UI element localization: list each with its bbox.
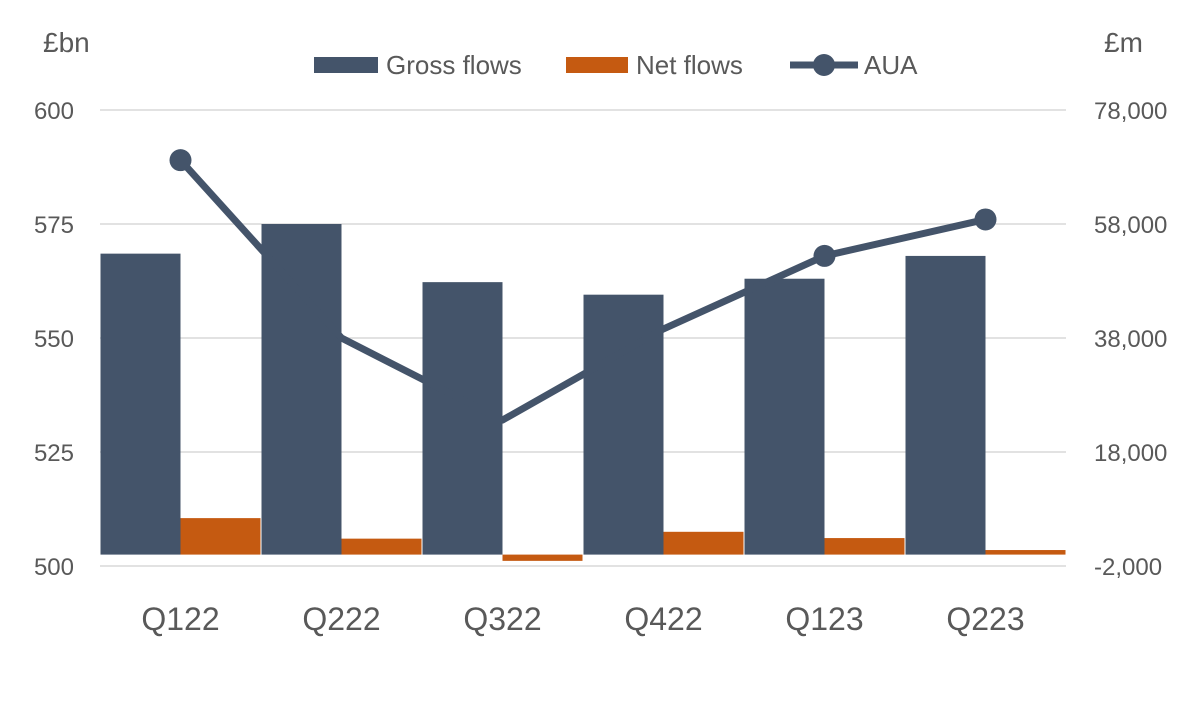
x-axis-category-label: Q122 (141, 601, 219, 637)
gross-flows-bar (261, 224, 342, 555)
left-axis-unit: £bn (43, 27, 90, 58)
axes: 500 -2,000 525 18,000 550 38,000 575 58,000 600 7… (34, 27, 1167, 637)
net-flows-bar (663, 531, 744, 555)
bars (100, 224, 1066, 561)
aua-point (169, 149, 192, 172)
legend-swatch-gross-flows (314, 57, 378, 73)
net-flows-bar (824, 538, 905, 555)
legend-label-gross-flows: Gross flows (386, 50, 522, 80)
aua-line (177, 156, 989, 424)
right-axis-tick-label: 58,000 (1094, 212, 1167, 239)
gross-flows-bar (100, 253, 181, 555)
right-axis-tick-label: 78,000 (1094, 98, 1167, 125)
left-axis-tick-label: 600 (34, 98, 74, 125)
gross-flows-bar (422, 282, 503, 555)
aua-point (813, 244, 836, 267)
net-flows-bar (341, 538, 422, 555)
legend: Gross flows Net flows AUA (314, 50, 918, 80)
left-axis-tick-label: 575 (34, 212, 74, 239)
gross-flows-bar (744, 278, 825, 555)
gridlines (100, 109, 1066, 567)
x-axis-category-label: Q123 (785, 601, 863, 637)
right-axis-unit: £m (1104, 27, 1143, 58)
x-axis-category-label: Q222 (302, 601, 380, 637)
net-flows-bar (502, 554, 583, 561)
net-flows-bar (985, 550, 1066, 555)
x-axis-category-label: Q322 (463, 601, 541, 637)
x-axis-category-label: Q223 (946, 601, 1024, 637)
net-flows-bar (180, 518, 261, 555)
right-axis-tick-label: 18,000 (1094, 440, 1167, 467)
legend-label-aua: AUA (864, 50, 918, 80)
aua-line-series (169, 149, 997, 424)
legend-swatch-aua-marker (813, 54, 835, 76)
left-axis-tick-label: 550 (34, 326, 74, 353)
right-axis-tick-label: 38,000 (1094, 326, 1167, 353)
right-axis-tick-label: -2,000 (1094, 554, 1162, 581)
legend-swatch-net-flows (566, 57, 628, 73)
aua-point (974, 208, 997, 231)
left-axis-tick-label: 500 (34, 554, 74, 581)
legend-label-net-flows: Net flows (636, 50, 743, 80)
left-axis-tick-label: 525 (34, 440, 74, 467)
gross-flows-bar (905, 255, 986, 555)
x-axis-category-label: Q422 (624, 601, 702, 637)
